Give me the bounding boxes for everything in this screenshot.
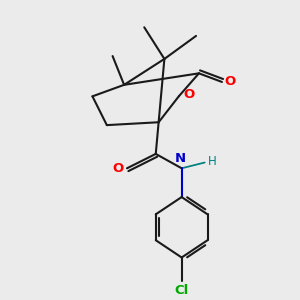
Text: H: H xyxy=(208,154,216,168)
Text: O: O xyxy=(225,76,236,88)
Text: N: N xyxy=(175,152,186,165)
Text: Cl: Cl xyxy=(175,284,189,297)
Text: O: O xyxy=(183,88,194,101)
Text: O: O xyxy=(112,162,124,175)
